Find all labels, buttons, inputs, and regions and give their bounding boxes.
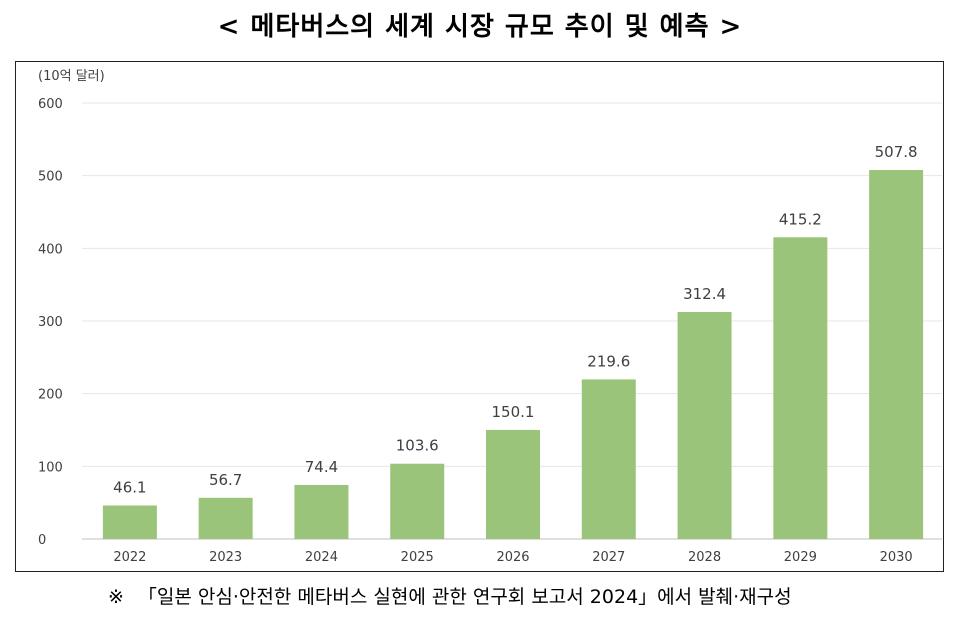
data-label: 56.7 <box>209 471 242 489</box>
chart-frame <box>15 61 944 572</box>
y-tick-label: 200 <box>38 388 63 403</box>
y-tick-label: 300 <box>38 315 63 330</box>
data-label: 74.4 <box>305 458 338 476</box>
data-label: 103.6 <box>396 437 439 455</box>
x-tick-label: 2028 <box>688 550 721 565</box>
unit-label: (10억 달러) <box>38 69 105 84</box>
chart-title: < 메타버스의 세계 시장 규모 추이 및 예측 > <box>217 12 743 42</box>
y-tick-label: 100 <box>38 460 63 475</box>
x-tick-label: 2027 <box>592 550 625 565</box>
x-tick-label: 2025 <box>401 550 434 565</box>
bar <box>869 169 924 540</box>
reference-mark: ※ <box>108 586 124 608</box>
bar <box>486 429 540 539</box>
x-tick-label: 2029 <box>784 550 817 565</box>
data-label: 415.2 <box>779 210 822 228</box>
bar <box>198 497 253 539</box>
x-tick-label: 2023 <box>209 550 242 565</box>
data-label: 312.4 <box>683 285 726 303</box>
source-text: 「일본 안심·안전한 메타버스 실현에 관한 연구회 보고서 2024」에서 발… <box>137 586 792 608</box>
x-tick-label: 2024 <box>305 550 338 565</box>
data-label: 507.8 <box>875 143 918 161</box>
bar <box>390 463 445 539</box>
x-tick-label: 2022 <box>113 550 146 565</box>
y-tick-label: 500 <box>38 170 63 185</box>
x-tick-label: 2026 <box>496 550 529 565</box>
bar <box>581 379 636 539</box>
data-label: 46.1 <box>113 479 146 497</box>
bar <box>773 237 828 539</box>
data-label: 219.6 <box>587 352 630 370</box>
y-tick-label: 400 <box>38 242 63 257</box>
data-label: 150.1 <box>492 403 535 421</box>
x-tick-label: 2030 <box>880 550 913 565</box>
source-footnote: ※ 「일본 안심·안전한 메타버스 실현에 관한 연구회 보고서 2024」에서 … <box>108 582 792 609</box>
bar <box>294 484 349 539</box>
bar <box>677 311 732 539</box>
y-tick-label: 600 <box>38 97 63 112</box>
bar <box>102 505 157 539</box>
y-tick-label: 0 <box>38 533 46 548</box>
